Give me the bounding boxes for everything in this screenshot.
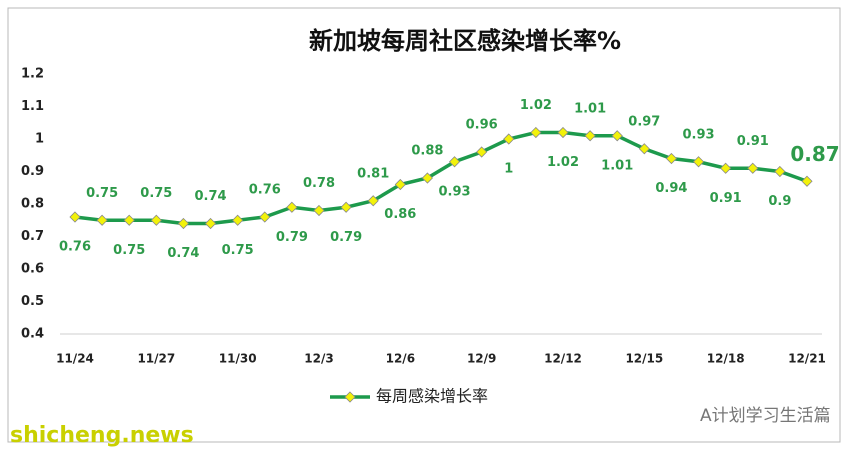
data-label: 0.75 [222, 243, 254, 258]
data-line [74, 130, 808, 226]
data-label: 0.94 [655, 181, 687, 196]
y-tick-label: 0.6 [21, 262, 44, 277]
y-tick-label: 1 [35, 132, 44, 147]
x-tick-label: 11/30 [219, 352, 257, 366]
x-tick-label: 12/18 [707, 352, 745, 366]
data-point [286, 201, 298, 213]
y-tick-label: 1.2 [21, 67, 44, 82]
x-tick-label: 12/3 [304, 352, 333, 366]
data-point [150, 214, 162, 226]
data-point [665, 152, 678, 165]
data-label: 0.74 [167, 246, 199, 261]
data-label: 1.02 [547, 155, 579, 170]
data-label: 0.81 [357, 166, 389, 181]
x-tick-label: 12/6 [386, 352, 415, 366]
data-point [747, 162, 759, 174]
x-tick-label: 11/27 [137, 352, 175, 366]
x-tick-label: 12/21 [788, 352, 826, 366]
data-label: 0.87 [790, 142, 839, 166]
data-label: 0.9 [768, 194, 791, 209]
data-label: 1 [504, 162, 513, 177]
y-tick-label: 0.8 [21, 197, 44, 212]
data-label: 0.86 [384, 207, 416, 222]
data-label: 0.97 [628, 114, 660, 129]
data-point [720, 162, 732, 174]
x-tick-label: 12/9 [467, 352, 496, 366]
data-point [611, 130, 623, 142]
data-point [584, 130, 596, 142]
y-tick-label: 0.7 [21, 229, 44, 244]
legend-label: 每周感染增长率 [376, 387, 488, 406]
data-point [367, 195, 379, 207]
data-point [801, 175, 813, 187]
data-point [476, 146, 488, 158]
y-tick-label: 0.4 [21, 327, 44, 342]
data-point [232, 214, 244, 226]
data-label: 0.75 [140, 186, 172, 201]
data-point [123, 214, 135, 226]
watermark: A计划学习生活篇 [700, 406, 831, 426]
x-tick-label: 12/15 [625, 352, 663, 366]
x-tick-label: 12/12 [544, 352, 582, 366]
data-label: 0.76 [249, 183, 281, 198]
chart-title: 新加坡每周社区感染增长率% [309, 27, 621, 55]
data-label: 1.01 [574, 101, 606, 116]
data-label: 0.88 [411, 144, 443, 159]
data-label: 0.91 [737, 134, 769, 149]
data-label: 0.96 [466, 118, 498, 133]
data-point [340, 201, 352, 213]
data-point [692, 156, 705, 168]
data-point [503, 133, 515, 145]
data-label: 0.93 [439, 184, 471, 199]
legend-marker [344, 391, 356, 403]
data-point [259, 211, 271, 223]
data-label: 0.93 [683, 127, 715, 142]
data-label: 1.01 [601, 158, 633, 173]
y-tick-label: 1.1 [21, 99, 44, 114]
data-point [394, 178, 406, 191]
y-tick-label: 0.5 [21, 294, 44, 309]
y-tick-label: 0.9 [21, 164, 44, 179]
data-point [313, 204, 325, 217]
data-label: 0.79 [330, 230, 362, 245]
data-label: 0.75 [86, 186, 118, 201]
data-label: 0.78 [303, 176, 335, 191]
data-point [177, 217, 190, 230]
data-point [557, 126, 569, 139]
data-point [96, 214, 108, 226]
data-point [69, 211, 81, 223]
data-point [530, 126, 542, 139]
data-label: 1.02 [520, 98, 552, 113]
data-label: 0.76 [59, 240, 91, 255]
data-point [448, 156, 461, 168]
watermark: shicheng.news [10, 423, 194, 448]
data-label: 0.74 [195, 189, 227, 204]
data-label: 0.91 [710, 191, 742, 206]
x-tick-label: 11/24 [56, 352, 94, 366]
data-label: 0.79 [276, 230, 308, 245]
data-point [638, 143, 650, 155]
data-point [421, 172, 434, 184]
chart-frame [7, 7, 841, 443]
data-label: 0.75 [113, 243, 145, 258]
data-point [774, 165, 786, 178]
data-point [204, 217, 217, 230]
